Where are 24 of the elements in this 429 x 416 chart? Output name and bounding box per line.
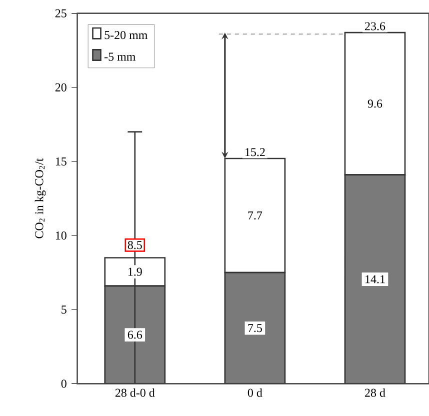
total-label: 15.2 bbox=[245, 148, 265, 156]
y-tick-label: 0 bbox=[61, 380, 66, 388]
y-tick-label: 5 bbox=[62, 306, 66, 314]
bar bbox=[344, 174, 406, 384]
total-label: 23.6 bbox=[365, 22, 386, 30]
x-tick-label: 28 d bbox=[365, 388, 386, 398]
data-label: 9.6 bbox=[368, 100, 382, 108]
data-label: 1.9 bbox=[128, 268, 142, 276]
x-tick-label: 28 d-0 d bbox=[115, 388, 155, 398]
data-label: 14.1 bbox=[366, 275, 385, 284]
y-axis-title: CO$_{2}$ in kg-CO$_{2}$/t bbox=[34, 158, 46, 238]
x-tick-label: 0 d bbox=[248, 388, 262, 398]
y-tick-label: 10 bbox=[56, 232, 66, 240]
data-label: 7.7 bbox=[248, 212, 262, 220]
bar bbox=[104, 285, 166, 384]
data-label: 6.6 bbox=[128, 330, 142, 340]
data-label: 7.5 bbox=[248, 324, 262, 332]
y-tick-label: 20 bbox=[55, 84, 66, 92]
legend-label: 5-20 mm bbox=[104, 31, 148, 40]
legend-label: -5 mm bbox=[104, 52, 136, 61]
bar bbox=[224, 272, 286, 384]
y-tick-label: 15 bbox=[56, 158, 66, 166]
total-label: 8.5 bbox=[128, 241, 142, 250]
y-tick-label: 25 bbox=[55, 9, 66, 18]
